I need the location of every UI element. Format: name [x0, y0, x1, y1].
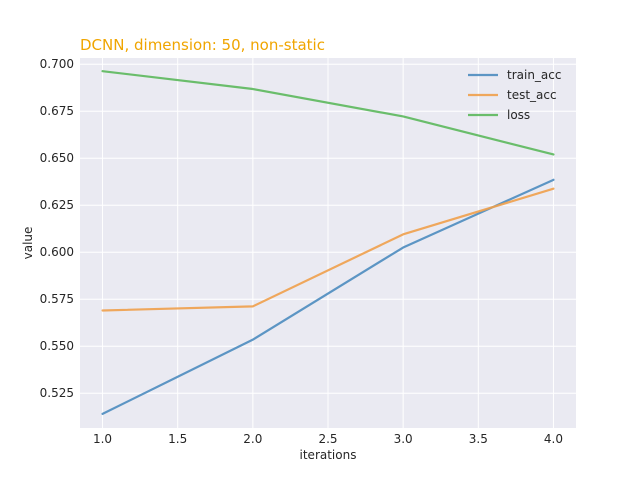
y-axis-ticks: 0.525 0.550 0.575 0.600 0.625 0.650 0.675 0.700	[40, 57, 74, 400]
x-tick-label: 1.0	[93, 432, 112, 446]
x-tick-label: 2.5	[318, 432, 337, 446]
legend-label-test_acc: test_acc	[507, 88, 557, 102]
x-tick-label: 3.0	[394, 432, 413, 446]
chart-title: DCNN, dimension: 50, non-static	[80, 36, 325, 54]
y-tick-label: 0.600	[40, 245, 74, 259]
y-tick-label: 0.575	[40, 292, 74, 306]
grid-lines	[80, 58, 576, 428]
series-line-train_acc	[101, 178, 555, 415]
series-lines	[101, 70, 555, 415]
y-tick-label: 0.700	[40, 57, 74, 71]
y-tick-label: 0.625	[40, 198, 74, 212]
x-tick-label: 3.5	[469, 432, 488, 446]
x-axis-ticks: 1.0 1.5 2.0 2.5 3.0 3.5 4.0	[93, 432, 563, 446]
x-axis-label: iterations	[300, 448, 357, 462]
y-tick-label: 0.675	[40, 104, 74, 118]
x-tick-label: 2.0	[243, 432, 262, 446]
x-tick-label: 4.0	[544, 432, 563, 446]
series-line-loss	[101, 70, 555, 156]
y-tick-label: 0.550	[40, 339, 74, 353]
legend-label-loss: loss	[507, 108, 530, 122]
x-tick-label: 1.5	[168, 432, 187, 446]
y-tick-label: 0.650	[40, 151, 74, 165]
y-tick-label: 0.525	[40, 386, 74, 400]
series-line-test_acc	[101, 187, 555, 312]
legend-label-train_acc: train_acc	[507, 68, 561, 82]
y-axis-label: value	[21, 227, 35, 260]
